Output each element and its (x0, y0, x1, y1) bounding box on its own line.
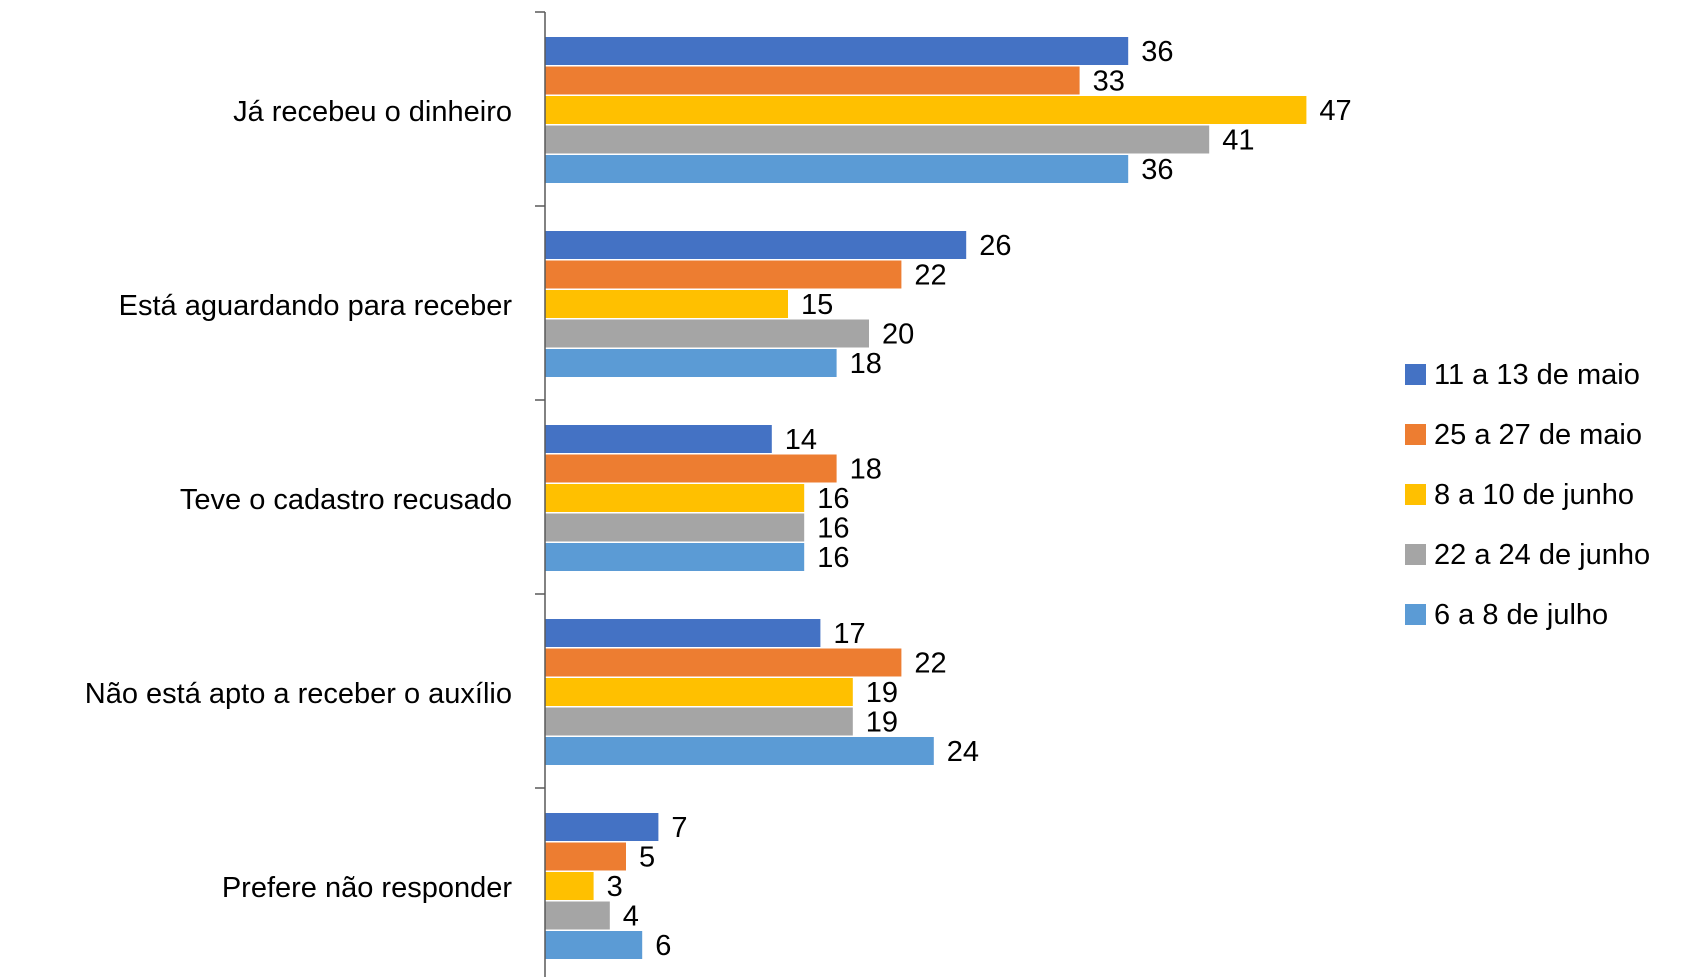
data-label: 19 (866, 677, 898, 709)
bar (545, 901, 610, 930)
bars-layer (545, 37, 1307, 959)
bar (545, 813, 659, 841)
data-label: 20 (882, 319, 914, 351)
bar (545, 125, 1210, 154)
bar (545, 96, 1307, 124)
category-label: Teve o cadastro recusado (180, 484, 512, 516)
bar (545, 931, 643, 959)
bar (545, 484, 805, 512)
bar (545, 648, 902, 677)
data-label: 16 (817, 542, 849, 574)
legend-label: 11 a 13 de maio (1434, 359, 1640, 391)
data-label: 36 (1141, 36, 1173, 68)
legend-swatch (1405, 484, 1426, 505)
bar (545, 543, 805, 571)
data-label: 5 (639, 842, 655, 874)
data-label: 36 (1141, 154, 1173, 186)
data-label: 41 (1222, 125, 1254, 157)
category-label: Já recebeu o dinheiro (233, 96, 512, 128)
data-label: 26 (979, 230, 1011, 262)
data-label: 16 (817, 483, 849, 515)
data-label: 14 (785, 424, 817, 456)
data-label: 16 (817, 513, 849, 545)
bar (545, 872, 594, 900)
category-label: Não está apto a receber o auxílio (85, 678, 512, 710)
legend-label: 22 a 24 de junho (1434, 539, 1650, 571)
data-label: 6 (655, 930, 671, 962)
category-label: Prefere não responder (222, 872, 513, 904)
bar (545, 349, 837, 377)
legend-label: 25 a 27 de maio (1434, 419, 1642, 451)
bar (545, 513, 805, 542)
legend-swatch (1405, 544, 1426, 565)
bar (545, 231, 967, 259)
legend-label: 6 a 8 de julho (1434, 599, 1608, 631)
bar (545, 678, 853, 706)
legend-swatch (1405, 424, 1426, 445)
bar (545, 842, 626, 871)
data-label: 17 (833, 618, 865, 650)
data-label: 18 (850, 454, 882, 486)
data-label: 24 (947, 736, 979, 768)
legend-swatch (1405, 604, 1426, 625)
bar (545, 319, 869, 348)
bar (545, 707, 853, 736)
data-label: 22 (914, 648, 946, 680)
bar (545, 290, 788, 318)
bar (545, 37, 1129, 65)
bar (545, 619, 821, 647)
category-labels-layer: Já recebeu o dinheiro Está aguardando par… (85, 96, 513, 904)
bar (545, 737, 934, 765)
data-label: 18 (850, 348, 882, 380)
data-label: 4 (623, 901, 639, 933)
legend: 11 a 13 de maio 25 a 27 de maio 8 a 10 de … (1405, 359, 1650, 631)
legend-label: 8 a 10 de junho (1434, 479, 1634, 511)
bar (545, 260, 902, 289)
data-label: 22 (914, 260, 946, 292)
data-label: 47 (1319, 95, 1351, 127)
category-axis (535, 11, 546, 977)
data-label: 33 (1093, 66, 1125, 98)
bar (545, 454, 837, 483)
data-label: 7 (671, 812, 687, 844)
data-label: 15 (801, 289, 833, 321)
bar (545, 425, 772, 453)
bar (545, 66, 1080, 95)
data-label: 3 (607, 871, 623, 903)
category-label: Está aguardando para receber (119, 290, 513, 322)
legend-swatch (1405, 364, 1426, 385)
value-labels-layer: 3633474136262215201814181616161722191924… (607, 36, 1352, 962)
bar (545, 155, 1129, 183)
data-label: 19 (866, 707, 898, 739)
